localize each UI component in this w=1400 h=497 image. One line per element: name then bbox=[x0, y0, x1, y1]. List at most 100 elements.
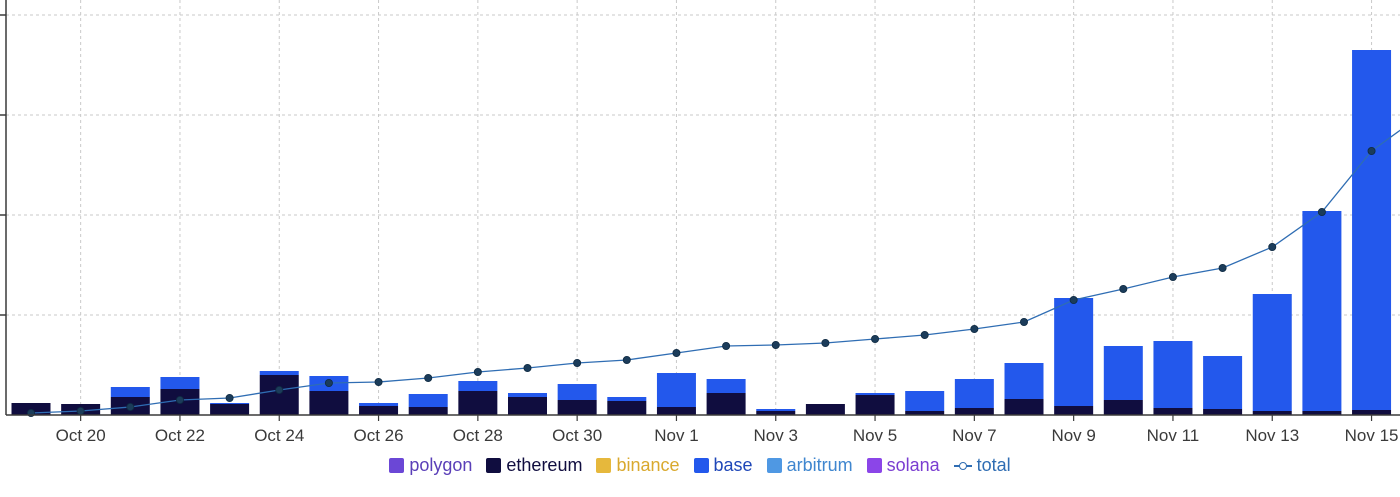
total-point bbox=[1069, 295, 1078, 304]
total-point bbox=[473, 367, 482, 376]
total-point bbox=[821, 338, 830, 347]
total-point bbox=[225, 393, 234, 402]
legend-line-marker-icon bbox=[953, 461, 972, 471]
legend-label: binance bbox=[616, 455, 680, 475]
total-point bbox=[573, 358, 582, 367]
legend-label: polygon bbox=[409, 455, 473, 475]
total-point bbox=[1268, 242, 1277, 251]
bar-base bbox=[557, 384, 597, 400]
x-tick-label: Nov 3 bbox=[754, 426, 798, 445]
x-tick-label: Nov 1 bbox=[654, 426, 698, 445]
total-line bbox=[30, 129, 1400, 414]
legend-item-binance[interactable]: binance bbox=[596, 455, 680, 476]
x-tick-label: Oct 26 bbox=[354, 426, 404, 445]
total-point bbox=[1020, 317, 1029, 326]
total-point bbox=[374, 377, 383, 386]
bar-base bbox=[1004, 363, 1044, 399]
bar-base bbox=[259, 371, 299, 375]
bar-ethereum bbox=[309, 391, 349, 415]
legend-item-base[interactable]: base bbox=[693, 455, 753, 476]
x-tick-label: Nov 9 bbox=[1051, 426, 1095, 445]
bar-ethereum bbox=[557, 400, 597, 415]
chart-legend: polygon ethereum binance base arbitrum solana… bbox=[0, 455, 1400, 476]
total-point bbox=[970, 324, 979, 333]
bar-base bbox=[905, 391, 945, 411]
bar-ethereum bbox=[954, 408, 994, 415]
bar-ethereum bbox=[210, 404, 250, 415]
legend-label: ethereum bbox=[506, 455, 583, 475]
bar-base bbox=[408, 394, 448, 407]
legend-swatch-icon bbox=[866, 458, 882, 473]
bar-base bbox=[756, 409, 796, 411]
bar-ethereum bbox=[1054, 406, 1094, 415]
bar-ethereum bbox=[706, 393, 746, 415]
bar-ethereum bbox=[805, 404, 845, 415]
bar-base bbox=[1103, 346, 1143, 400]
total-point bbox=[275, 385, 284, 394]
bar-ethereum bbox=[508, 397, 547, 415]
total-point bbox=[175, 395, 184, 404]
total-point bbox=[1168, 272, 1177, 281]
bar-ethereum bbox=[855, 395, 895, 415]
bar-ethereum bbox=[1352, 410, 1392, 415]
legend-label: total bbox=[976, 455, 1011, 475]
x-tick-label: Nov 7 bbox=[952, 426, 996, 445]
legend-swatch-icon bbox=[766, 458, 782, 473]
x-tick-label: Oct 22 bbox=[155, 426, 205, 445]
axis-layer: Oct 20 Oct 22 Oct 24 Oct 26 Oct 28 Oct 30 Nov … bbox=[0, 0, 1400, 445]
bar-ethereum bbox=[1103, 400, 1143, 415]
bar-ethereum bbox=[458, 391, 498, 415]
bar-base bbox=[508, 393, 547, 397]
legend-item-solana[interactable]: solana bbox=[866, 455, 940, 476]
bar-ethereum bbox=[1252, 411, 1292, 415]
x-tick-label: Oct 30 bbox=[552, 426, 602, 445]
bar-base bbox=[1054, 298, 1094, 406]
total-point bbox=[871, 334, 880, 343]
legend-swatch-icon bbox=[596, 458, 612, 473]
legend-label: solana bbox=[886, 455, 940, 475]
bar-base bbox=[1352, 50, 1392, 410]
total-point bbox=[324, 378, 333, 387]
legend-label: base bbox=[713, 455, 753, 475]
x-tick-label: Nov 5 bbox=[853, 426, 897, 445]
bar-base bbox=[1252, 294, 1292, 411]
total-point bbox=[424, 373, 433, 382]
total-point bbox=[1218, 263, 1227, 272]
bar-base bbox=[210, 403, 250, 404]
total-point bbox=[722, 341, 731, 350]
bar-base bbox=[110, 387, 150, 397]
total-point bbox=[1367, 146, 1376, 155]
bar-ethereum bbox=[756, 411, 796, 415]
x-tick-label: Oct 20 bbox=[56, 426, 106, 445]
legend-item-polygon[interactable]: polygon bbox=[389, 455, 472, 476]
bar-base bbox=[656, 373, 696, 407]
bar-ethereum bbox=[1153, 408, 1193, 415]
total-point bbox=[920, 330, 929, 339]
bar-base bbox=[1153, 341, 1193, 408]
bar-base bbox=[359, 403, 399, 406]
bar-base bbox=[706, 379, 746, 393]
x-tick-label: Nov 13 bbox=[1245, 426, 1299, 445]
bar-ethereum bbox=[359, 406, 399, 415]
bar-base bbox=[855, 393, 895, 395]
total-point bbox=[1119, 284, 1128, 293]
legend-item-total[interactable]: total bbox=[953, 455, 1011, 476]
grid-layer bbox=[6, 0, 1400, 415]
bar-ethereum bbox=[905, 411, 945, 415]
legend-item-arbitrum[interactable]: arbitrum bbox=[766, 455, 853, 476]
total-point bbox=[523, 363, 532, 372]
legend-swatch-icon bbox=[486, 458, 502, 473]
bar-base bbox=[954, 379, 994, 408]
x-tick-label: Oct 28 bbox=[453, 426, 503, 445]
bar-ethereum bbox=[408, 407, 448, 415]
total-point bbox=[672, 348, 681, 357]
x-tick-label: Nov 15 bbox=[1345, 426, 1399, 445]
bar-ethereum bbox=[1004, 399, 1044, 415]
x-tick-label: Oct 24 bbox=[254, 426, 304, 445]
legend-item-ethereum[interactable]: ethereum bbox=[486, 455, 582, 476]
legend-swatch-icon bbox=[693, 458, 709, 473]
total-point bbox=[622, 355, 631, 364]
chart-plot: Oct 20 Oct 22 Oct 24 Oct 26 Oct 28 Oct 30 Nov … bbox=[0, 0, 1400, 445]
legend-swatch-icon bbox=[389, 458, 405, 473]
total-line-layer bbox=[26, 129, 1400, 417]
